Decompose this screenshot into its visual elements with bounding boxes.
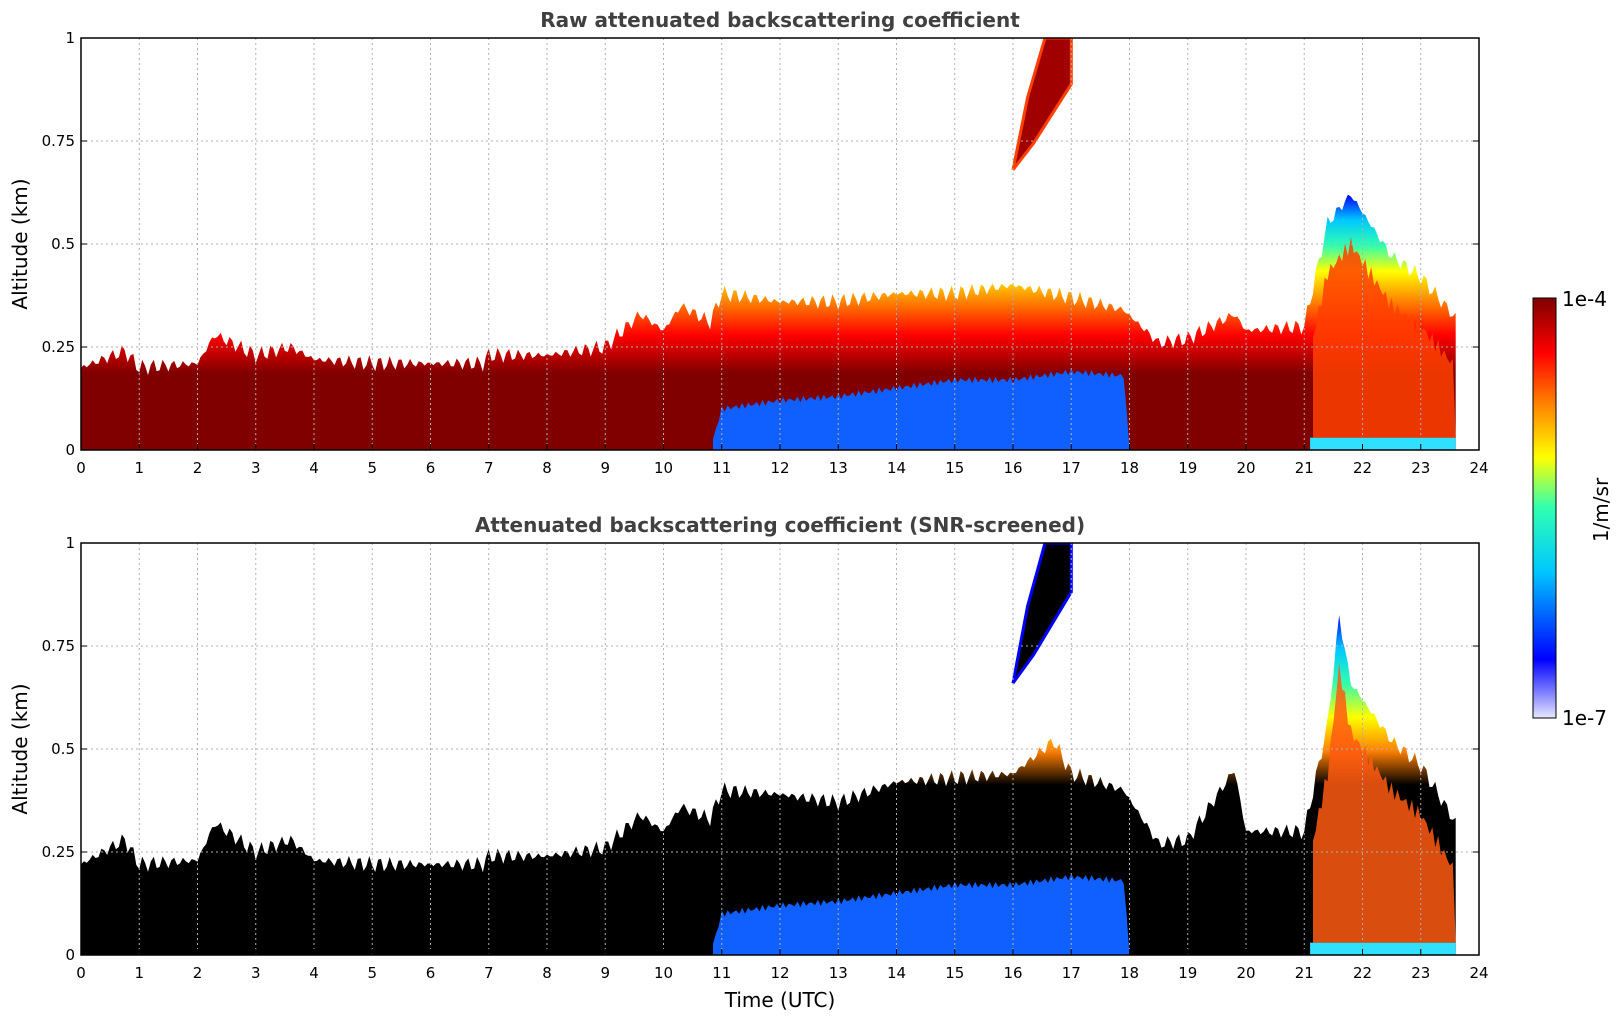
panel-title: Raw attenuated backscattering coefficien… <box>540 8 1020 32</box>
x-tick-label: 17 <box>1062 964 1081 982</box>
x-tick-label: 22 <box>1353 459 1372 477</box>
x-tick-label: 19 <box>1178 964 1197 982</box>
x-tick-label: 23 <box>1411 964 1430 982</box>
x-tick-label: 15 <box>945 964 964 982</box>
y-tick-label: 0 <box>65 946 75 964</box>
x-tick-label: 7 <box>484 459 494 477</box>
x-tick-label: 10 <box>654 964 673 982</box>
x-tick-label: 7 <box>484 964 494 982</box>
axes: 0 1 2 3 4 5 6 7 8 9 10 11 12 13 14 15 16 17 18 19 20 21 22 23 24… <box>42 534 1489 982</box>
x-tick-label: 18 <box>1120 459 1139 477</box>
colorbar-unit-label: 1/m/sr <box>1589 477 1613 542</box>
x-tick-label: 8 <box>542 964 552 982</box>
x-tick-label: 24 <box>1469 964 1488 982</box>
x-tick-label: 21 <box>1295 459 1314 477</box>
x-tick-label: 6 <box>426 964 436 982</box>
x-tick-label: 10 <box>654 459 673 477</box>
panel-title: Attenuated backscattering coefficient (S… <box>475 513 1085 537</box>
boundary-layer-band <box>81 615 1456 955</box>
x-tick-label: 22 <box>1353 964 1372 982</box>
y-tick-label: 0.25 <box>42 338 75 356</box>
x-tick-label: 5 <box>367 459 377 477</box>
x-tick-label: 11 <box>712 459 731 477</box>
x-tick-label: 12 <box>770 964 789 982</box>
x-tick-label: 21 <box>1295 964 1314 982</box>
elevated-layer <box>1011 38 1073 171</box>
y-tick-label: 0.75 <box>42 132 75 150</box>
x-tick-label: 9 <box>600 459 610 477</box>
x-tick-label: 14 <box>887 459 906 477</box>
x-tick-label: 13 <box>829 964 848 982</box>
x-tick-label: 19 <box>1178 459 1197 477</box>
x-tick-label: 4 <box>309 459 319 477</box>
heatmap-area <box>81 543 1456 955</box>
near-surface-strip <box>1310 942 1456 955</box>
x-tick-label: 14 <box>887 964 906 982</box>
elevated-layer <box>1011 543 1073 684</box>
y-tick-label: 0.5 <box>51 740 75 758</box>
x-tick-label: 3 <box>251 459 261 477</box>
y-axis-label: Altitude (km) <box>8 178 32 309</box>
x-tick-label: 20 <box>1236 459 1255 477</box>
deep-mixed-layer <box>1313 662 1456 943</box>
heatmap-area <box>81 38 1456 450</box>
lower-clear-region <box>713 368 1130 450</box>
x-tick-label: 8 <box>542 459 552 477</box>
colorbar-min-label: 1e-7 <box>1562 706 1607 730</box>
x-tick-label: 0 <box>76 459 86 477</box>
y-tick-label: 0 <box>65 441 75 459</box>
x-axis-label: Time (UTC) <box>724 988 836 1012</box>
x-tick-label: 23 <box>1411 459 1430 477</box>
x-tick-label: 1 <box>134 459 144 477</box>
x-tick-label: 2 <box>193 964 203 982</box>
y-tick-label: 0.75 <box>42 637 75 655</box>
x-tick-label: 17 <box>1062 459 1081 477</box>
x-tick-label: 2 <box>193 459 203 477</box>
colorbar-max-label: 1e-4 <box>1562 287 1607 311</box>
x-tick-label: 5 <box>367 964 377 982</box>
y-axis-label: Altitude (km) <box>8 683 32 814</box>
panel-screened: Attenuated backscattering coefficient (S… <box>8 513 1489 1012</box>
x-tick-label: 16 <box>1003 964 1022 982</box>
panel-raw: Raw attenuated backscattering coefficien… <box>8 8 1489 477</box>
x-tick-label: 1 <box>134 964 144 982</box>
y-tick-label: 1 <box>65 534 75 552</box>
y-tick-label: 0.5 <box>51 235 75 253</box>
y-tick-label: 1 <box>65 29 75 47</box>
x-tick-label: 13 <box>829 459 848 477</box>
x-tick-label: 9 <box>600 964 610 982</box>
grid <box>81 543 1479 955</box>
colorbar: 1e-4 1e-7 1/m/sr <box>1532 287 1613 730</box>
x-tick-label: 15 <box>945 459 964 477</box>
x-tick-label: 6 <box>426 459 436 477</box>
colorbar-bar <box>1532 297 1557 719</box>
axes: 0 1 2 3 4 5 6 7 8 9 10 11 12 13 14 15 16 17 18 19 20 21 22 23 24… <box>42 29 1489 477</box>
x-tick-label: 4 <box>309 964 319 982</box>
grid <box>81 38 1479 450</box>
deep-mixed-layer <box>1313 237 1456 438</box>
x-tick-label: 3 <box>251 964 261 982</box>
lower-clear-region <box>713 873 1130 955</box>
y-tick-label: 0.25 <box>42 843 75 861</box>
x-tick-label: 20 <box>1236 964 1255 982</box>
x-tick-label: 12 <box>770 459 789 477</box>
x-tick-label: 0 <box>76 964 86 982</box>
x-tick-label: 16 <box>1003 459 1022 477</box>
near-surface-strip <box>1310 437 1456 450</box>
x-tick-label: 11 <box>712 964 731 982</box>
x-tick-label: 24 <box>1469 459 1488 477</box>
x-tick-label: 18 <box>1120 964 1139 982</box>
